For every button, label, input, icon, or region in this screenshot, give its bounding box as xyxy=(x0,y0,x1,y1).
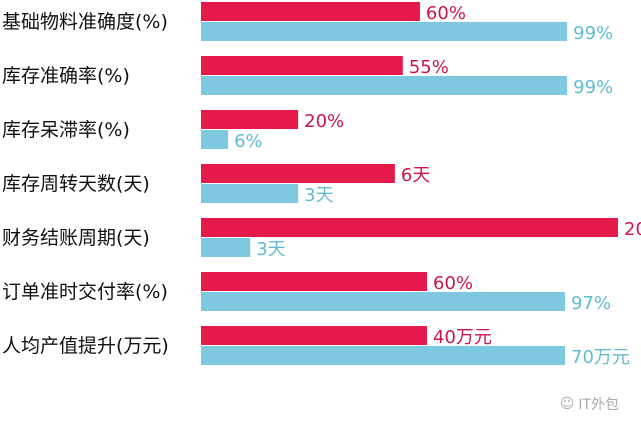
data-label-before: 60% xyxy=(426,3,466,24)
bar-after xyxy=(201,22,568,41)
data-label-before: 60% xyxy=(433,273,473,294)
bar-before xyxy=(201,326,428,345)
category-label: 基础物料准确度(%) xyxy=(2,11,168,33)
category-label: 财务结账周期(天) xyxy=(2,227,150,249)
bar-before xyxy=(201,110,299,129)
bar-after xyxy=(201,76,568,95)
data-label-after: 70万元 xyxy=(571,347,630,368)
bar-before xyxy=(201,56,403,75)
wechat-icon: ☺ xyxy=(559,396,575,412)
bar-after xyxy=(201,292,566,311)
data-label-after: 99% xyxy=(573,77,613,98)
data-label-after: 3天 xyxy=(256,239,285,260)
data-label-after: 3天 xyxy=(304,185,333,206)
category-label: 库存准确率(%) xyxy=(2,65,130,87)
bar-after xyxy=(201,238,251,257)
bar-before xyxy=(201,272,428,291)
data-label-before: 20% xyxy=(304,111,344,132)
category-label: 人均产值提升(万元) xyxy=(2,335,169,357)
bar-after xyxy=(201,346,566,365)
bar-before xyxy=(201,2,420,21)
category-label: 库存呆滞率(%) xyxy=(2,119,130,141)
data-label-after: 99% xyxy=(573,23,613,44)
watermark: ☺ IT外包 xyxy=(560,394,619,414)
bar-after xyxy=(201,184,299,203)
data-label-after: 97% xyxy=(571,293,611,314)
watermark-text: IT外包 xyxy=(578,397,619,413)
data-label-before: 20天 xyxy=(624,219,641,240)
category-label: 订单准时交付率(%) xyxy=(2,281,168,303)
data-label-before: 6天 xyxy=(401,165,430,186)
bar-before xyxy=(201,218,618,237)
data-label-before: 55% xyxy=(409,57,449,78)
bar-after xyxy=(201,130,229,149)
data-label-after: 6% xyxy=(234,131,263,152)
category-label: 库存周转天数(天) xyxy=(2,173,150,195)
bar-before xyxy=(201,164,395,183)
data-label-before: 40万元 xyxy=(433,327,492,348)
